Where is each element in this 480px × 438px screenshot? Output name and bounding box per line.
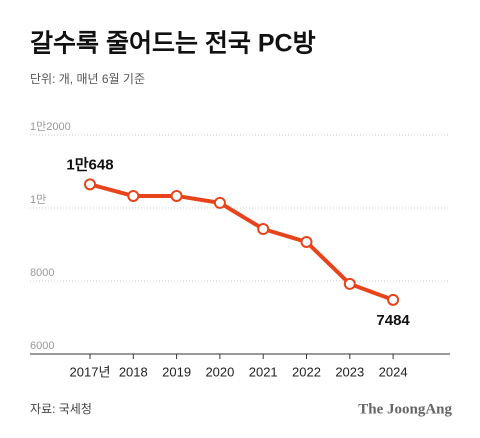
x-tick-label: 2023: [335, 364, 364, 379]
y-tick-label: 6000: [30, 340, 54, 352]
x-tick-label: 2017년: [70, 364, 111, 379]
point: [84, 178, 96, 191]
x-tick-label: 2022: [292, 364, 321, 379]
x-tick-label: 2024: [379, 364, 408, 379]
point: [213, 196, 226, 209]
point: [127, 189, 140, 202]
point: [387, 293, 400, 306]
line: [89, 182, 394, 302]
chart-title: 갈수록 줄어드는 전국 PC방: [30, 30, 316, 58]
x-tick-label: 2020: [205, 364, 234, 379]
y-tick-label: 1만2000: [30, 120, 71, 133]
point: [343, 277, 356, 290]
point: [257, 222, 270, 235]
x-tick-label: 2019: [162, 364, 191, 379]
x-tick-label: 2021: [249, 364, 278, 379]
source: 자료: 국세청: [30, 402, 92, 416]
point: [300, 235, 313, 248]
x-tick-label: 2018: [119, 364, 148, 379]
data-label: 1만648: [66, 156, 113, 173]
chart-subtitle: 단위: 개, 매년 6월 기준: [30, 72, 145, 86]
brand: The JoongAng: [358, 401, 452, 417]
point: [170, 189, 183, 202]
y-tick-label: 1만: [30, 193, 46, 206]
data-label: 7484: [376, 312, 410, 329]
y-tick-label: 8000: [30, 267, 54, 279]
